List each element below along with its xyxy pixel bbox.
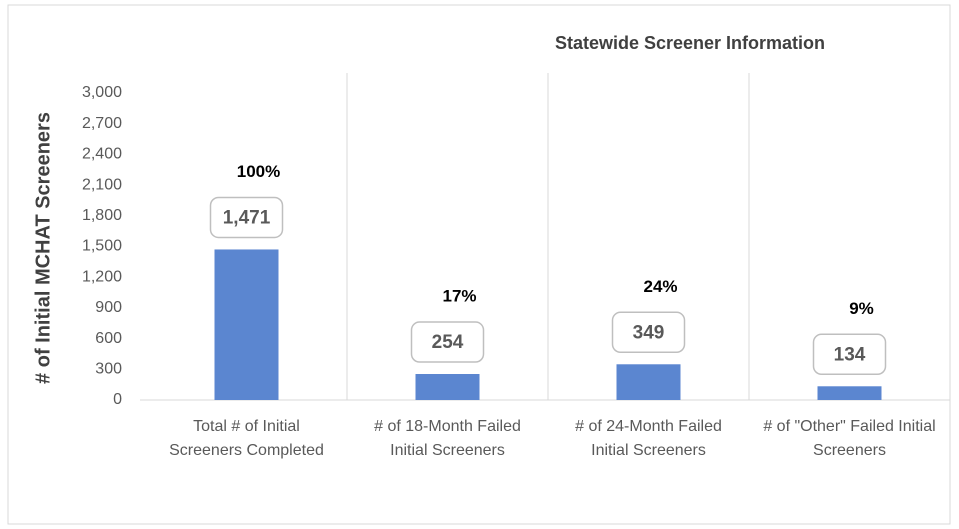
y-tick-label: 900	[95, 299, 122, 316]
annotation: 17%	[442, 286, 476, 305]
value-label: 254	[432, 332, 464, 353]
y-tick-label: 3,000	[82, 84, 122, 101]
value-label-box	[209, 196, 284, 239]
value-label-box	[812, 333, 887, 376]
y-tick-label: 2,700	[82, 115, 122, 132]
value-label-box	[410, 321, 485, 363]
annotation: 24%	[643, 277, 677, 296]
y-axis-title: # of Initial MCHAT Screeners	[32, 112, 54, 384]
y-tick-label: 1,200	[82, 268, 122, 285]
annotation: 100%	[237, 162, 280, 181]
bar	[616, 364, 681, 400]
x-tick-label: # of 18-Month Failed Initial Screeners	[374, 418, 521, 459]
y-tick-label: 1,500	[82, 238, 122, 255]
y-tick-label: 1,800	[82, 207, 122, 224]
y-tick-label: 600	[95, 330, 122, 347]
y-tick-label: 300	[95, 361, 122, 378]
x-tick-label: Total # of Initial Screeners Completed	[169, 418, 324, 459]
value-label: 349	[633, 322, 665, 343]
value-label: 134	[834, 344, 866, 365]
y-tick-label: 2,400	[82, 146, 122, 163]
bar	[214, 249, 279, 400]
bar	[415, 374, 480, 400]
y-tick-label: 0	[113, 391, 122, 408]
x-tick-label: # of 24-Month Failed Initial Screeners	[575, 418, 722, 459]
value-label: 1,471	[223, 207, 271, 228]
y-tick-label: 2,100	[82, 176, 122, 193]
x-tick-label: # of "Other" Failed Initial Screeners	[763, 418, 936, 459]
chart-border	[7, 4, 951, 525]
chart-title: Statewide Screener Information	[555, 33, 825, 53]
bar	[817, 386, 882, 400]
value-label-box	[611, 311, 686, 354]
annotation: 9%	[849, 299, 874, 318]
